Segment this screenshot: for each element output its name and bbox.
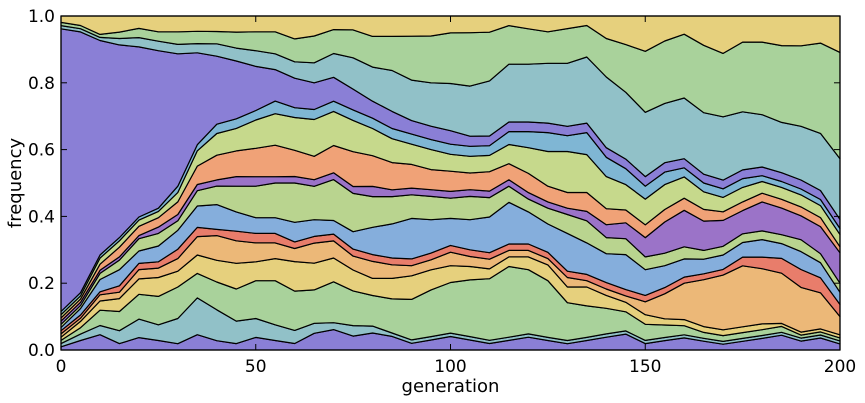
y-tick-label: 0.4	[28, 207, 55, 227]
y-tick-label: 0.0	[28, 341, 55, 361]
x-axis-ticks: 0 50 100 150 200	[56, 16, 856, 377]
x-axis-label: generation	[402, 376, 500, 397]
y-axis-label: frequency	[5, 138, 26, 229]
y-tick-label: 0.8	[28, 74, 55, 94]
y-tick-label: 0.6	[28, 141, 55, 161]
y-tick-label: 0.2	[28, 274, 55, 294]
y-axis-ticks: 0.0 0.2 0.4 0.6 0.8 1.0	[28, 7, 840, 361]
x-tick-label: 150	[629, 357, 661, 377]
area-series-group	[60, 15, 841, 351]
y-tick-label: 1.0	[28, 7, 55, 27]
x-tick-label: 50	[245, 357, 267, 377]
x-tick-label: 200	[824, 357, 856, 377]
x-tick-label: 100	[434, 357, 466, 377]
x-tick-label: 0	[56, 357, 67, 377]
